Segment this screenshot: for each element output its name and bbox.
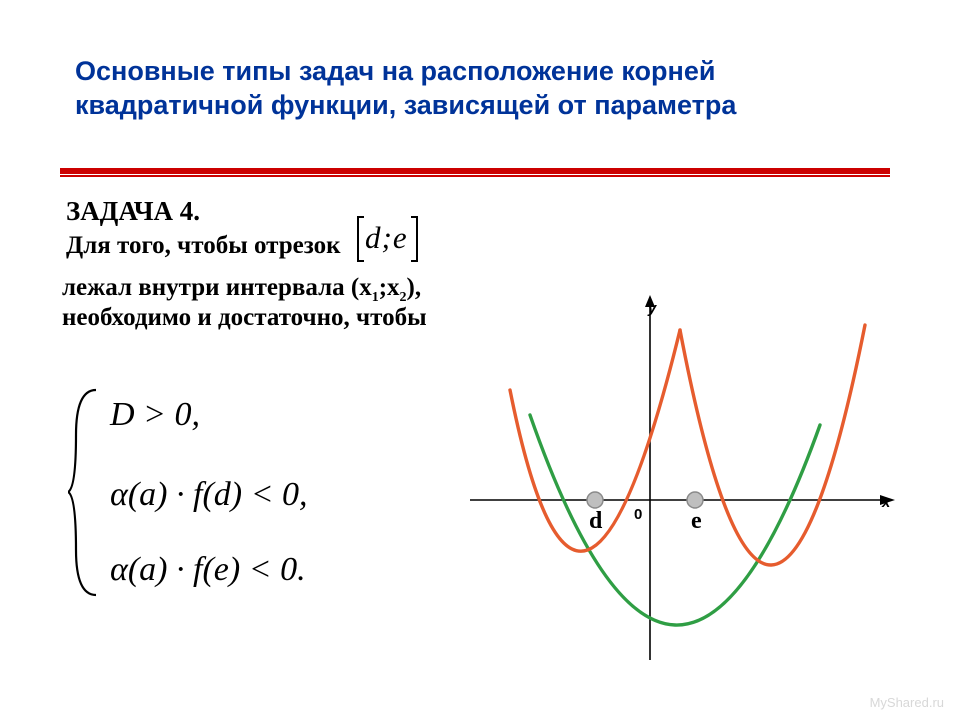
brace-icon — [68, 390, 96, 595]
chart-area: y x 0 d e — [470, 295, 900, 665]
d-label: d — [589, 508, 602, 535]
slide-title: Основные типы задач на расположение корн… — [75, 55, 855, 123]
problem-label: ЗАДАЧА 4. — [66, 196, 200, 227]
origin-label: 0 — [634, 506, 642, 523]
y-axis-label: y — [648, 300, 656, 317]
segment-text: d;e — [365, 220, 408, 255]
segment-notation: d;e — [357, 218, 418, 260]
condition-3: α(a) · f(e) < 0. — [110, 551, 306, 588]
chart-svg — [470, 295, 900, 665]
line3-a: лежал внутри интервала (х — [62, 274, 372, 301]
sub-1: 1 — [372, 290, 379, 305]
line3-b: ;х — [379, 274, 400, 301]
line3-c: ), — [407, 274, 422, 301]
problem-line-2: Для того, чтобы отрезок — [66, 232, 341, 260]
sub-2: 2 — [400, 290, 407, 305]
condition-1: D > 0, — [109, 396, 200, 433]
condition-2: α(a) · f(d) < 0, — [110, 476, 308, 513]
x-axis-label: x — [882, 494, 890, 511]
e-label: e — [691, 508, 702, 535]
conditions-system: D > 0, α(a) · f(d) < 0, α(a) · f(e) < 0. — [68, 380, 408, 610]
watermark: MyShared.ru — [870, 695, 944, 710]
problem-line-3: лежал внутри интервала (х1;х2), — [62, 274, 421, 306]
title-underline — [60, 168, 890, 174]
problem-line-4: необходимо и достаточно, чтобы — [62, 304, 427, 332]
